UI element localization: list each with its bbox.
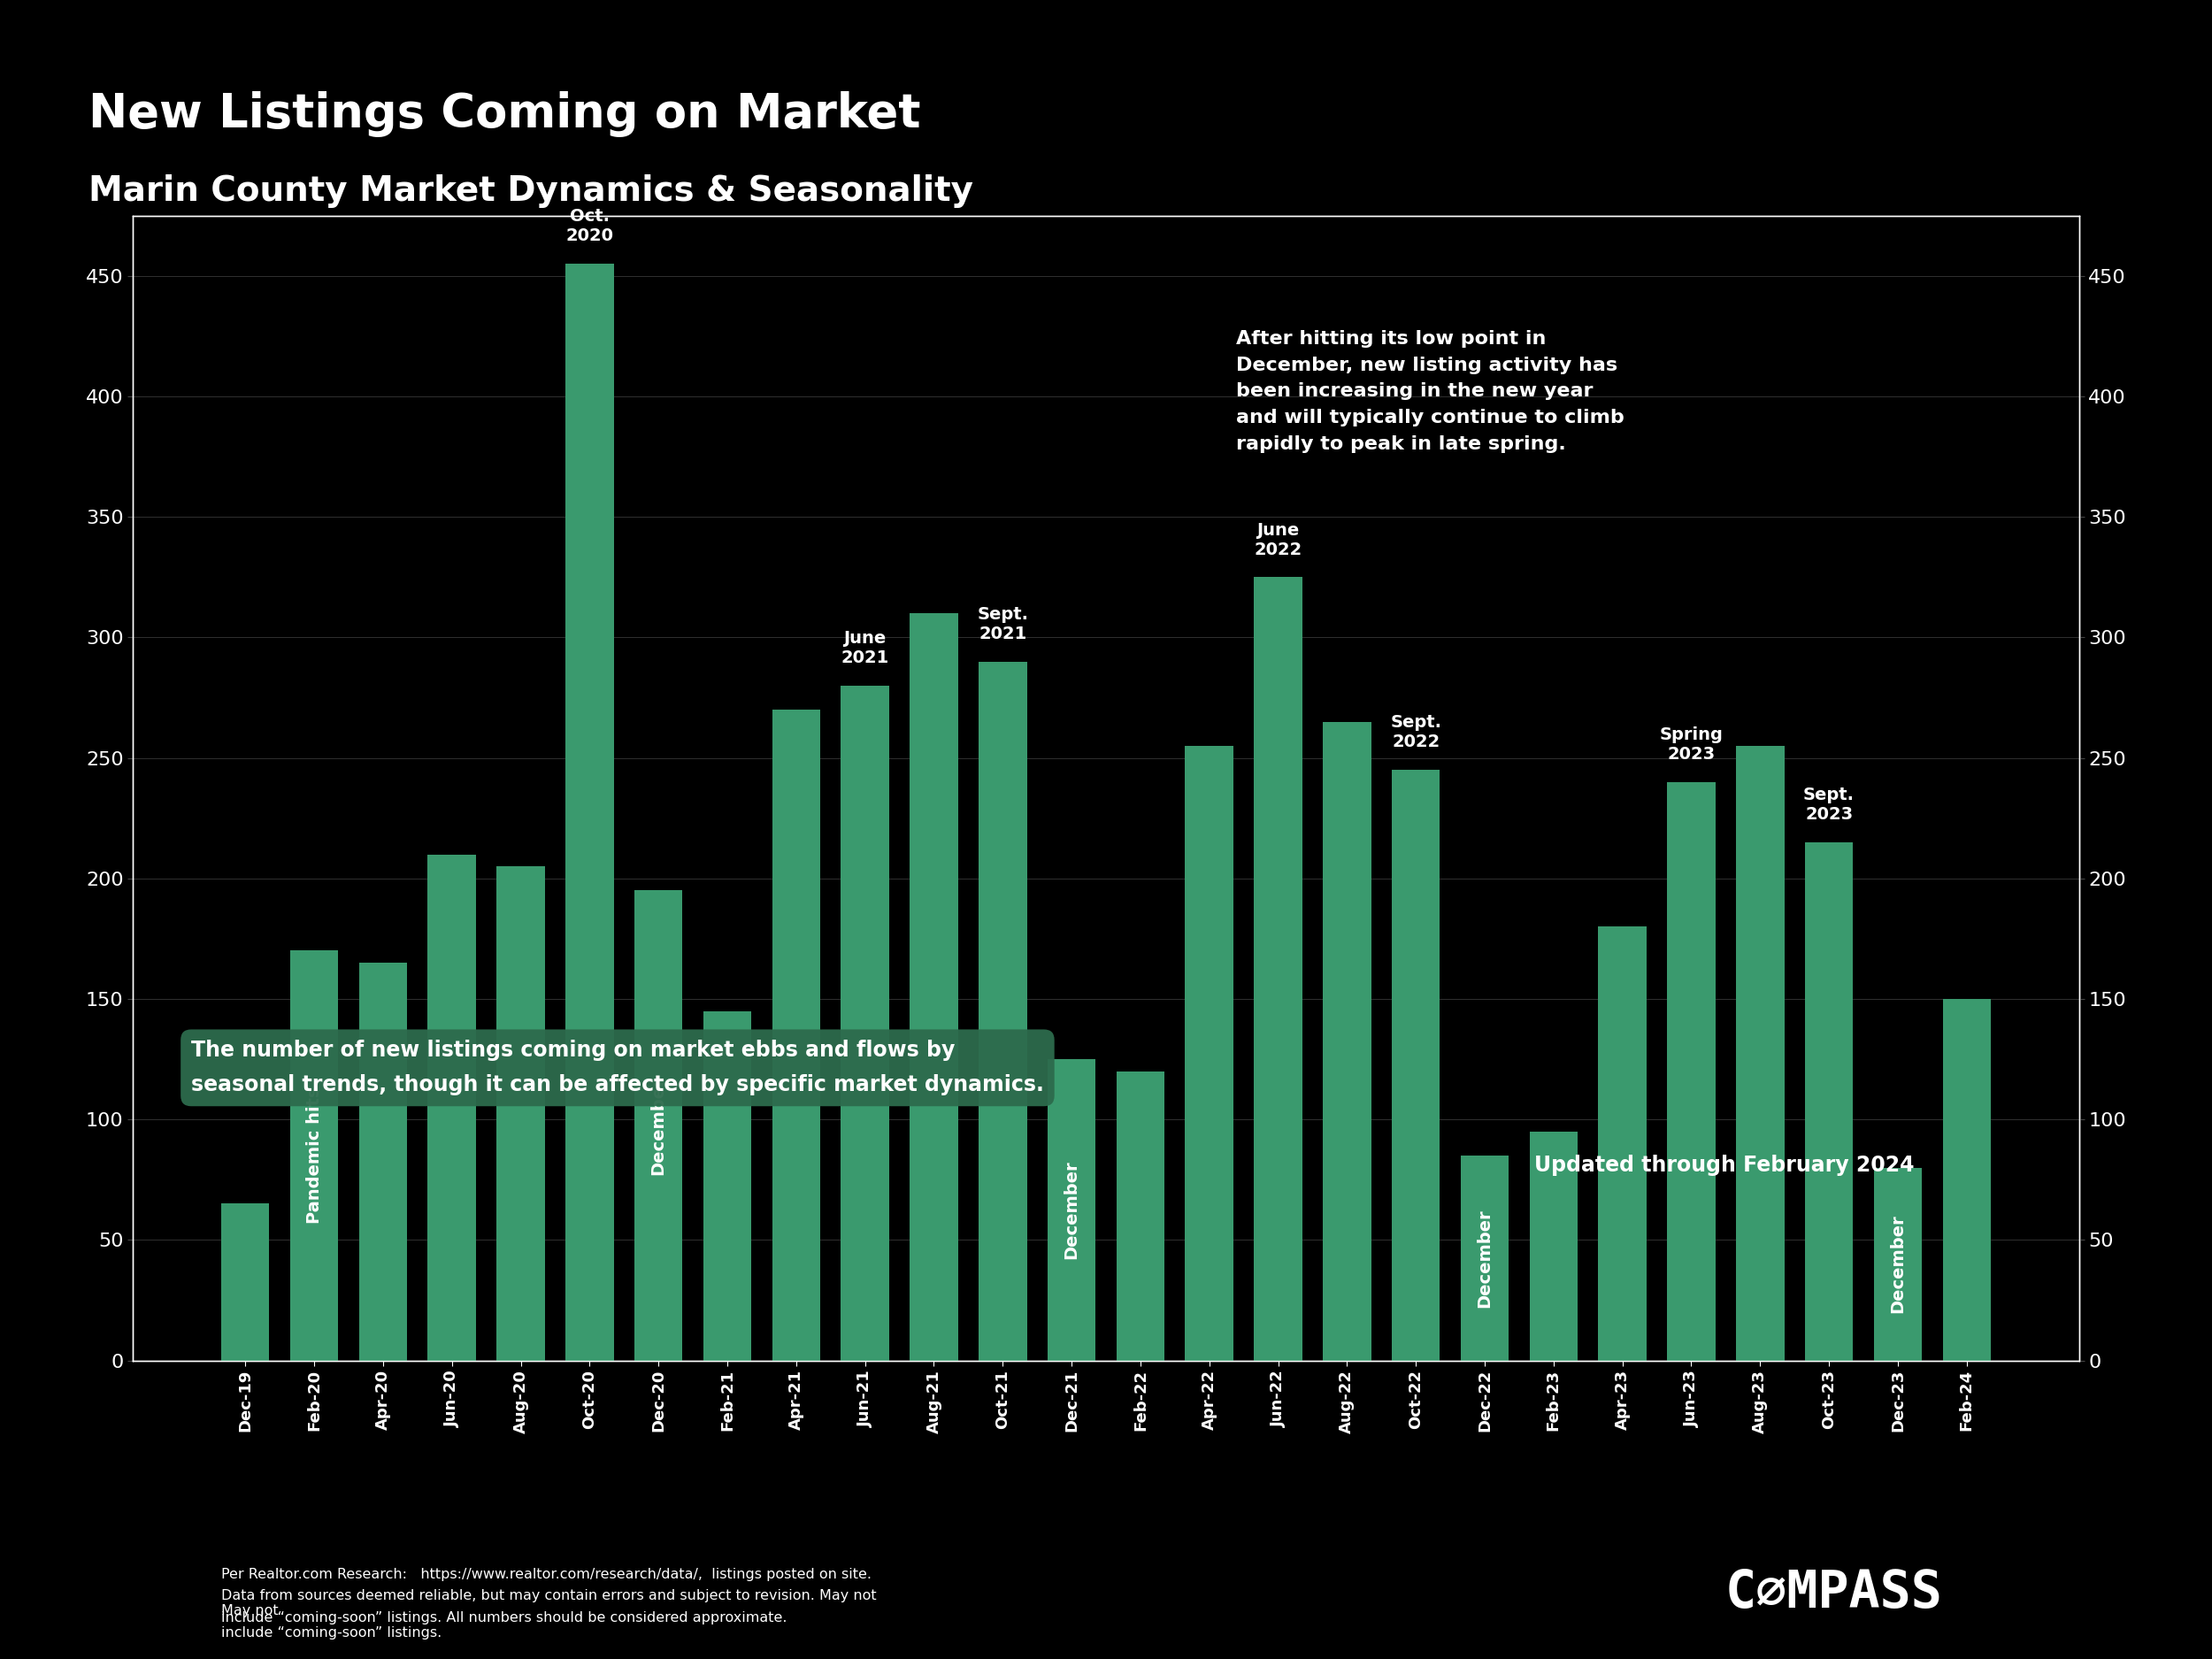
Text: June
2021: June 2021 [841, 630, 889, 667]
Bar [221, 1204, 270, 1360]
Bar [1460, 1156, 1509, 1360]
Text: June
2022: June 2022 [1254, 521, 1303, 557]
Bar [841, 685, 889, 1360]
Bar [1323, 722, 1371, 1360]
Text: Updated through February 2024: Updated through February 2024 [1535, 1155, 1913, 1176]
Text: December: December [1064, 1160, 1079, 1259]
Bar [1874, 1168, 1922, 1360]
Text: December: December [1889, 1214, 1907, 1314]
Text: The number of new listings coming on market ebbs and flows by
seasonal trends, t: The number of new listings coming on mar… [190, 1040, 1044, 1097]
Bar [909, 614, 958, 1360]
Bar [1048, 1058, 1095, 1360]
Text: December: December [1475, 1208, 1493, 1307]
Bar [1942, 999, 1991, 1360]
Text: December: December [650, 1077, 666, 1175]
Text: May not
include “coming-soon” listings.: May not include “coming-soon” listings. [221, 1604, 442, 1639]
Bar [1254, 577, 1303, 1360]
Text: Sept.
2022: Sept. 2022 [1389, 715, 1442, 750]
Text: Marin County Market Dynamics & Seasonality: Marin County Market Dynamics & Seasonali… [88, 174, 973, 207]
Bar [635, 891, 684, 1360]
Text: Pandemic hits: Pandemic hits [305, 1087, 323, 1224]
Bar [1736, 747, 1785, 1360]
Bar [772, 710, 821, 1360]
Text: Sept.
2021: Sept. 2021 [978, 606, 1029, 642]
Bar [1186, 747, 1234, 1360]
Bar [978, 662, 1026, 1360]
Bar [358, 962, 407, 1360]
Bar [1528, 1131, 1577, 1360]
Text: Oct.
2020: Oct. 2020 [566, 209, 613, 244]
Text: Spring
2023: Spring 2023 [1659, 727, 1723, 763]
Text: After hitting its low point in
December, new listing activity has
been increasin: After hitting its low point in December,… [1237, 330, 1624, 453]
Text: Per Realtor.com Research:   https://www.realtor.com/research/data/,  listings po: Per Realtor.com Research: https://www.re… [221, 1568, 876, 1624]
Bar [1391, 770, 1440, 1360]
Bar [498, 866, 544, 1360]
Text: New Listings Coming on Market: New Listings Coming on Market [88, 91, 920, 138]
Text: C∅MPASS: C∅MPASS [1725, 1568, 1942, 1618]
Bar [1668, 781, 1714, 1360]
Bar [1117, 1072, 1164, 1360]
Bar [1805, 843, 1854, 1360]
Bar [703, 1010, 752, 1360]
Text: Sept.
2023: Sept. 2023 [1803, 786, 1854, 823]
Bar [566, 264, 613, 1360]
Bar [1599, 927, 1646, 1360]
Bar [427, 854, 476, 1360]
Bar [290, 951, 338, 1360]
